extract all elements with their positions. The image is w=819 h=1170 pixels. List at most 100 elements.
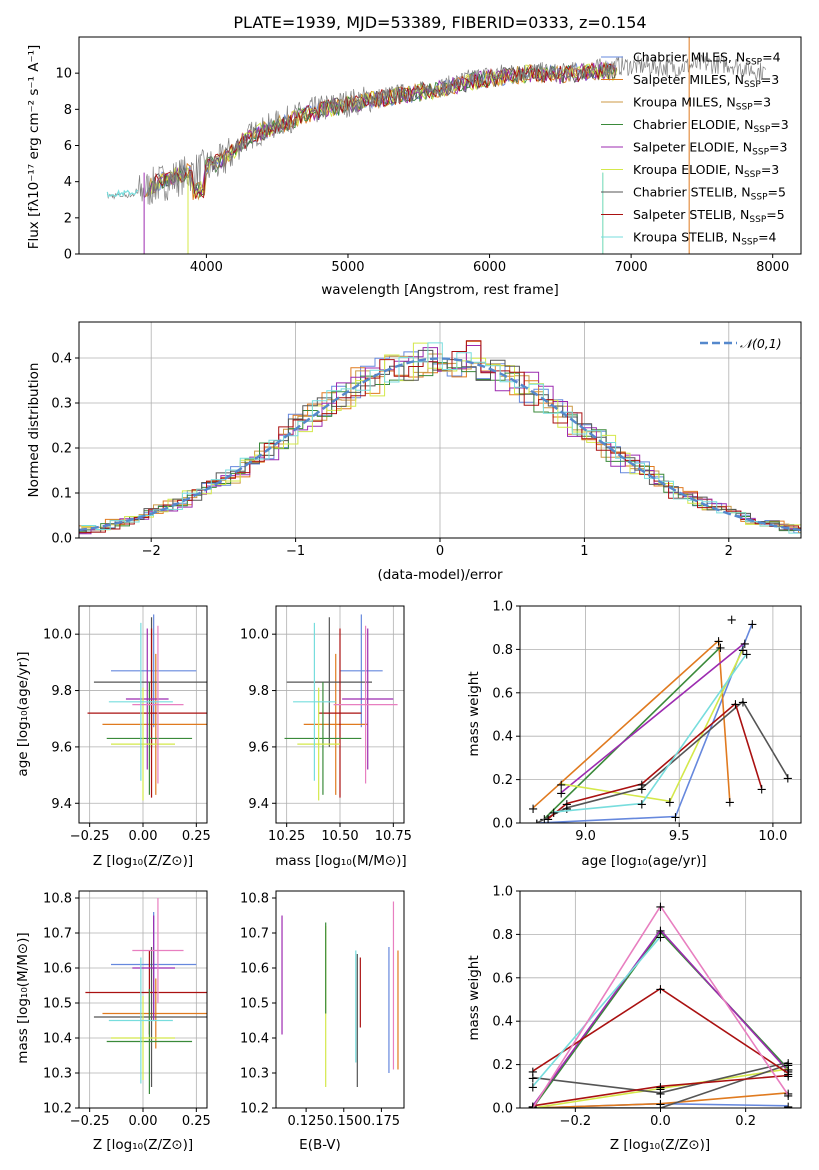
weight-marker: +: [713, 635, 724, 650]
model-spectrum-line: [152, 63, 617, 195]
weight-marker: +: [730, 698, 741, 713]
legend-entry: Kroupa STELIB, NSSP=4: [633, 230, 777, 248]
y-tick-label: 0.4: [492, 730, 513, 745]
axes-frame: [78, 890, 208, 1109]
residuals-panel: −2 −1 0 1 2 0.0 0.1 0.2 0.3 0.4 𝒩(0,1): [51, 321, 802, 559]
weight-marker: +: [783, 1059, 794, 1074]
legend-subscript: SSP: [741, 238, 758, 248]
plot-area: [106, 37, 766, 254]
weight-vs-age-xlabel: age [log₁₀(age/yr)]: [581, 853, 706, 869]
y-tick-label: 9.6: [51, 740, 72, 755]
y-tick-label: 10.8: [240, 892, 269, 907]
x-tick-label: 8000: [756, 260, 789, 275]
age-vs-mass-panel: 10.25 10.50 10.75 9.4 9.6 9.8 10.0: [240, 605, 412, 844]
weight-marker: +: [741, 648, 752, 663]
residual-histogram: [79, 349, 801, 533]
y-tick-label: 10.0: [43, 628, 72, 643]
x-tick-label: 0.0: [650, 1114, 671, 1129]
axes-frame: [78, 36, 802, 255]
axes-frame: [519, 890, 802, 1109]
weight-marker: +: [737, 643, 748, 658]
legend-subscript: SSP: [736, 103, 753, 113]
legend-suffix: =5: [766, 207, 784, 222]
weight-marker: +: [527, 1072, 538, 1087]
plot-area: [284, 614, 398, 801]
y-tick-label: 0.1: [51, 487, 72, 502]
x-tick-label: 7000: [615, 260, 648, 275]
y-tick-label: 0.2: [492, 773, 513, 788]
weight-vs-metallicity-panel: −0.2 0.0 0.20.00.20.40.60.81.0+ + ++ ++++++++…: [492, 885, 802, 1129]
observed-spectrum-line: [106, 54, 766, 205]
legend-subscript: SSP: [749, 215, 766, 225]
weight-marker: +: [747, 617, 758, 632]
x-tick-label: 9.5: [669, 829, 690, 844]
x-tick-label: 0.175: [363, 1114, 400, 1129]
y-tick-label: 10.6: [240, 962, 269, 977]
x-tick-label: 0.125: [288, 1114, 325, 1129]
model-spectrum-line: [146, 63, 618, 201]
spectrum-title: PLATE=1939, MJD=53389, FIBERID=0333, z=0…: [233, 13, 646, 32]
age-vs-metallicity-panel: −0.25 0.00 0.25 9.4 9.6 9.8 10.0: [43, 605, 211, 844]
y-tick-label: 2: [64, 211, 72, 226]
weight-marker: +: [548, 806, 559, 821]
y-tick-label: 10.2: [240, 1102, 269, 1117]
x-tick-label: 1: [580, 544, 588, 559]
y-tick-label: 1.0: [492, 885, 513, 900]
x-tick-label: 0.25: [182, 829, 211, 844]
axes-frame: [78, 321, 802, 539]
weight-line: [532, 1061, 789, 1094]
weight-line: [543, 646, 721, 820]
y-tick-label: 10.7: [43, 927, 72, 942]
weight-line: [560, 642, 746, 794]
y-tick-label: 4: [64, 175, 72, 190]
weight-marker: +: [556, 778, 567, 793]
weight-marker: +: [715, 641, 726, 656]
weight-marker: +: [636, 778, 647, 793]
y-tick-label: 10.2: [43, 1102, 72, 1117]
y-tick-label: 0.0: [492, 1102, 513, 1117]
legend-suffix: =3: [753, 95, 771, 110]
mass-vs-ebv-panel: 0.125 0.150 0.175 10.2 10.3 10.4 10.5 10.6 10.7 1…: [240, 890, 405, 1129]
x-tick-label: −2: [142, 544, 161, 559]
spectrum-xlabel: wavelength [Angstrom, rest frame]: [321, 282, 559, 298]
weight-marker: +: [726, 613, 737, 628]
y-tick-label: 0.0: [492, 817, 513, 832]
weight-marker: +: [783, 1067, 794, 1082]
weight-marker: +: [783, 1069, 794, 1084]
y-tick-label: 0.2: [492, 1058, 513, 1073]
weight-vs-metallicity-ylabel: mass weight: [466, 955, 482, 1040]
weight-marker: +: [724, 795, 735, 810]
weight-line: [532, 987, 789, 1074]
y-tick-label: 10.4: [43, 1032, 72, 1047]
weight-line: [561, 649, 744, 803]
legend-suffix: =3: [761, 162, 779, 177]
legend-entry: 𝒩(0,1): [740, 336, 782, 351]
weight-marker: +: [783, 1063, 794, 1078]
spectrum-panel: 4000 5000 6000 7000 8000 0 2 4 6 8 10 Chabrier MILE…: [55, 36, 802, 275]
x-tick-label: 0.2: [735, 1114, 756, 1129]
y-tick-label: 10.7: [240, 927, 269, 942]
weight-marker: +: [531, 817, 542, 832]
model-spectrum-line: [153, 61, 617, 199]
weight-marker: +: [655, 1087, 666, 1102]
plot-area: + ++++++++++++++++++++++++++: [528, 613, 793, 832]
residuals-xlabel: (data-model)/error: [377, 567, 503, 583]
weight-line: [532, 928, 789, 1107]
legend-subscript: SSP: [744, 170, 761, 180]
weight-marker: +: [655, 1098, 666, 1113]
weight-marker: +: [539, 813, 550, 828]
y-tick-label: 0.4: [492, 1015, 513, 1030]
weight-marker: +: [561, 797, 572, 812]
weight-marker: +: [561, 802, 572, 817]
weight-line: [547, 702, 763, 820]
weight-marker: +: [655, 1098, 666, 1113]
legend-entry: Chabrier ELODIE, NSSP=3: [633, 117, 789, 135]
weight-marker: +: [655, 924, 666, 939]
legend-suffix: =3: [761, 72, 779, 87]
y-tick-label: 0.4: [51, 352, 72, 367]
axes-frame: [275, 605, 405, 824]
x-tick-label: −0.2: [560, 1114, 592, 1129]
y-tick-label: 8: [64, 103, 72, 118]
weight-marker: +: [528, 802, 539, 817]
